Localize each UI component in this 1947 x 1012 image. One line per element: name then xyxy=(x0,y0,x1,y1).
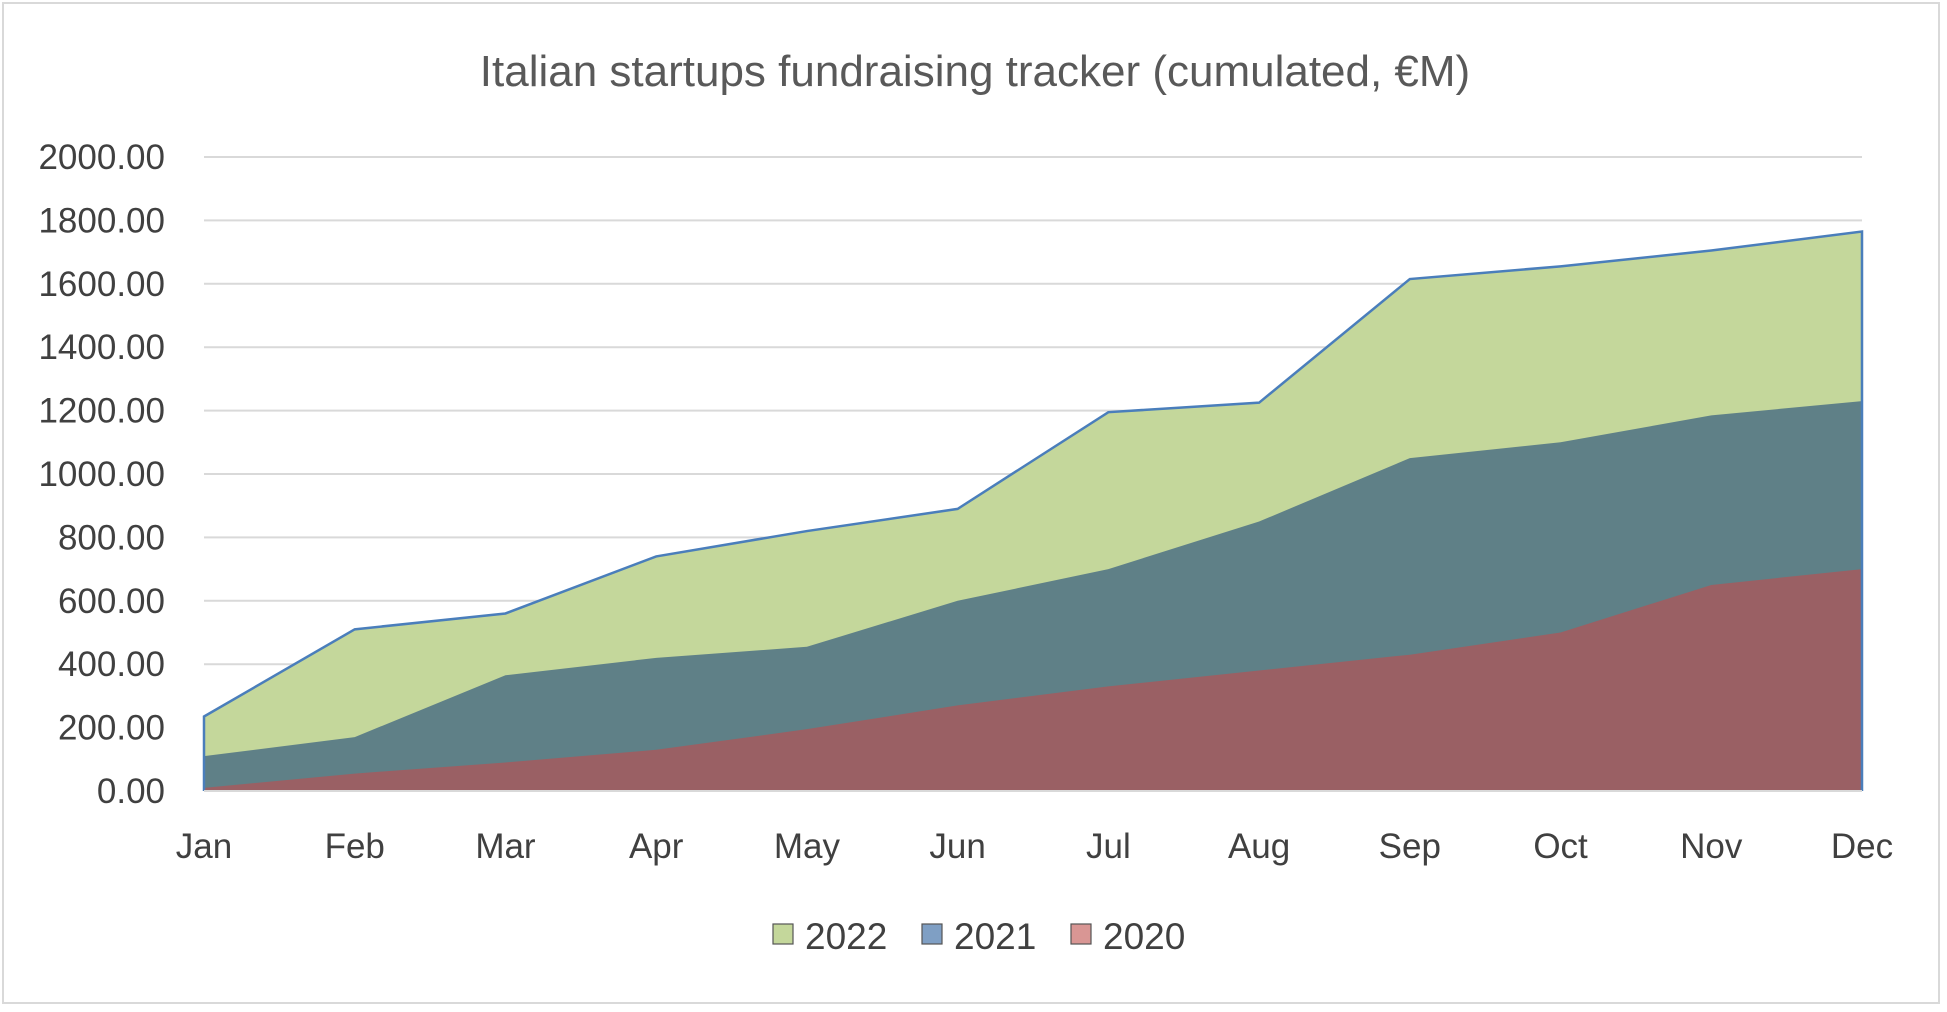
legend-swatch-2020 xyxy=(1070,923,1092,945)
chart-title: Italian startups fundraising tracker (cu… xyxy=(480,47,1470,96)
x-tick-label: Sep xyxy=(1379,827,1441,866)
x-tick-label: Jan xyxy=(176,827,232,866)
x-tick-label: May xyxy=(774,827,841,866)
y-tick-label: 1400.00 xyxy=(38,328,165,367)
x-tick-label: Oct xyxy=(1533,827,1588,866)
x-tick-label: Aug xyxy=(1228,827,1290,866)
legend-label-2020: 2020 xyxy=(1103,916,1185,957)
legend-label-2021: 2021 xyxy=(954,916,1036,957)
x-tick-label: Nov xyxy=(1680,827,1743,866)
y-tick-label: 0.00 xyxy=(97,772,165,811)
y-tick-label: 2000.00 xyxy=(38,138,165,177)
legend: 2022 2021 2020 xyxy=(772,916,1185,957)
y-tick-label: 200.00 xyxy=(58,709,165,748)
plot-area xyxy=(202,230,1864,791)
x-tick-label: Feb xyxy=(325,827,385,866)
y-tick-label: 1200.00 xyxy=(38,392,165,431)
x-tick-label: Jun xyxy=(929,827,985,866)
x-tick-label: Dec xyxy=(1831,827,1893,866)
x-tick-label: Apr xyxy=(629,827,684,866)
x-tick-label: Mar xyxy=(475,827,536,866)
legend-swatch-2022 xyxy=(772,923,794,945)
y-tick-label: 800.00 xyxy=(58,518,165,557)
x-axis: Jan Feb Mar Apr May Jun Jul Aug Sep Oct Nov Dec xyxy=(176,790,1893,866)
y-tick-label: 1000.00 xyxy=(38,455,165,494)
area-series-2020 xyxy=(204,569,1862,791)
area-outline xyxy=(202,230,1864,791)
legend-label-2022: 2022 xyxy=(805,916,887,957)
legend-swatch-2021 xyxy=(921,923,943,945)
y-axis: 0.00 200.00 400.00 600.00 800.00 1000.00 1200.… xyxy=(38,138,165,811)
y-tick-label: 1600.00 xyxy=(38,265,165,304)
y-tick-label: 1800.00 xyxy=(38,201,165,240)
x-tick-label: Jul xyxy=(1086,827,1131,866)
y-tick-label: 600.00 xyxy=(58,582,165,621)
y-tick-label: 400.00 xyxy=(58,645,165,684)
